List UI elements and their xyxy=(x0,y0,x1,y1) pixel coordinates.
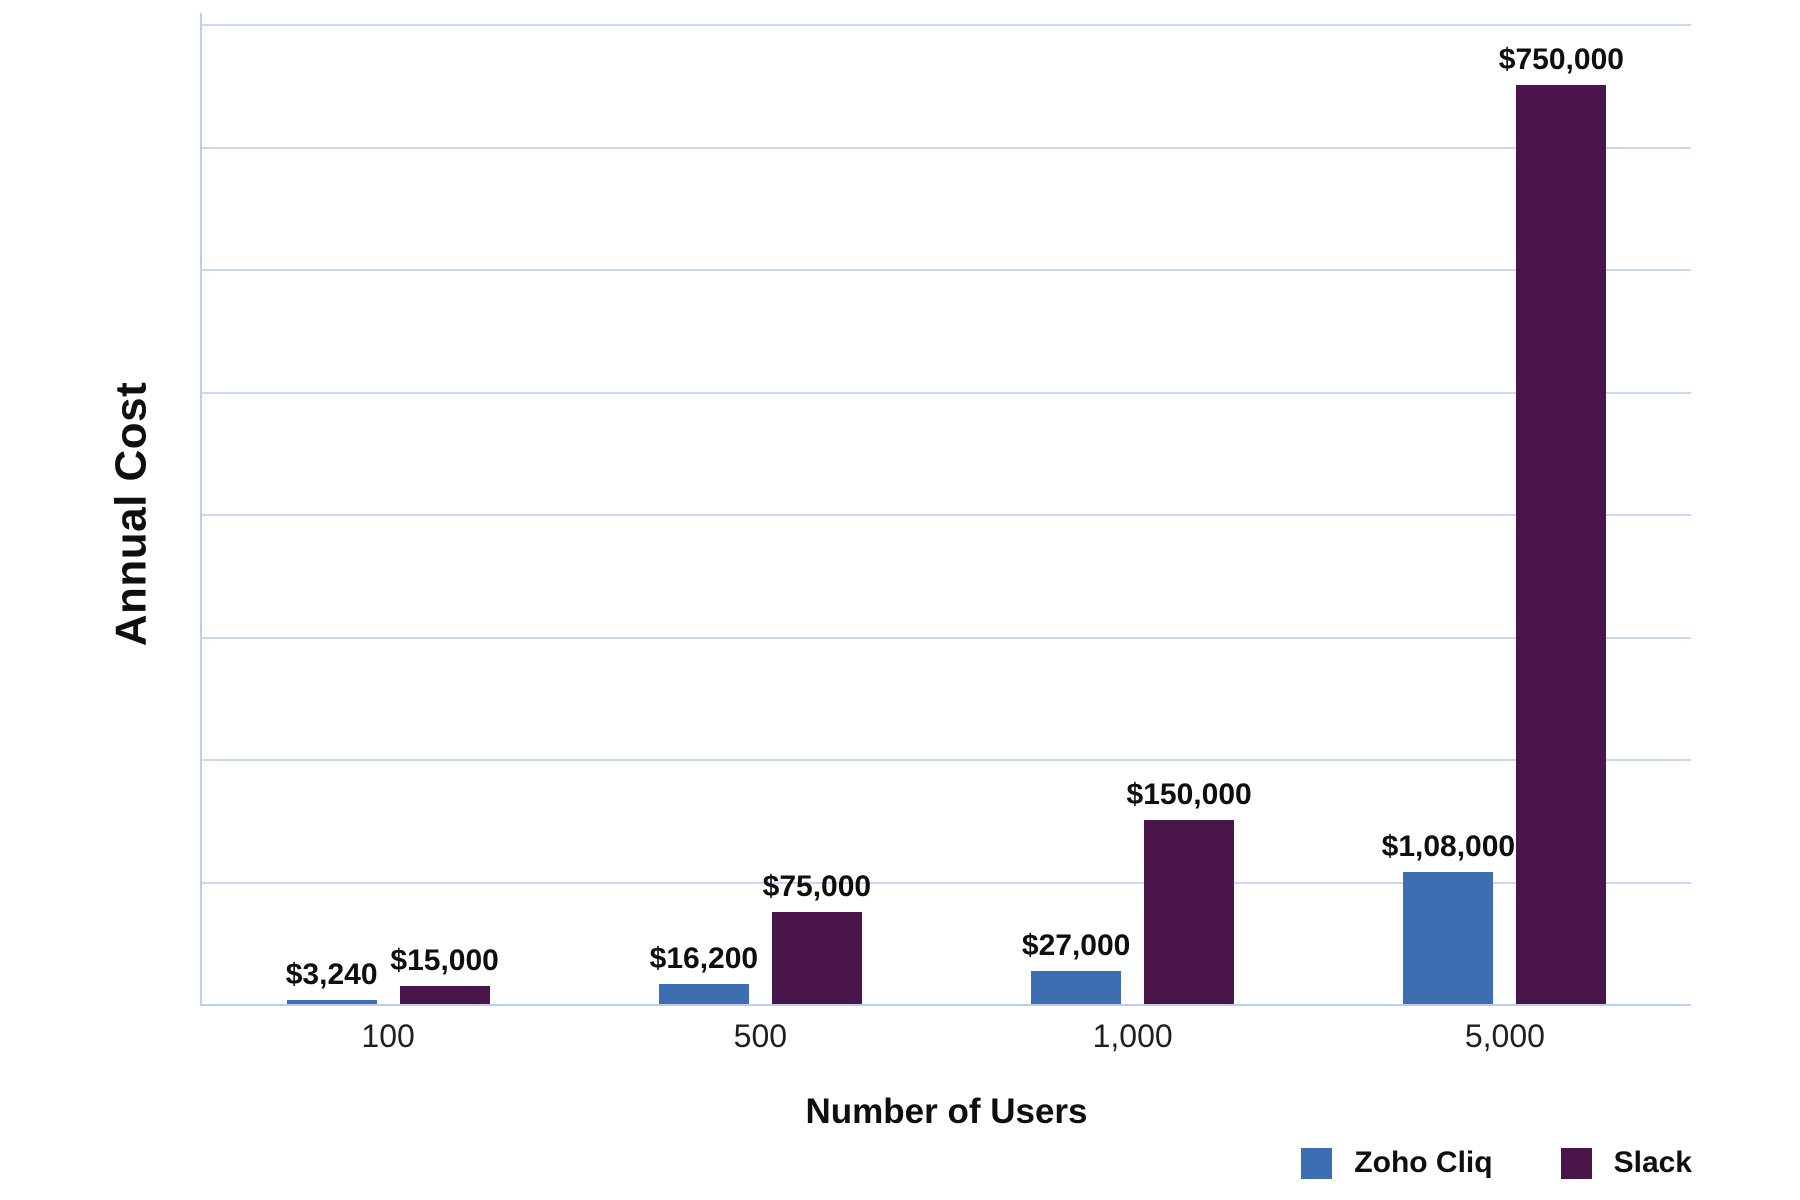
x-tick-label: 500 xyxy=(733,1018,788,1054)
bar-value-label: $750,000 xyxy=(1498,43,1624,77)
legend-swatch xyxy=(1301,1147,1333,1179)
bar-zoho-cliq-1000 xyxy=(1031,970,1122,1004)
bar-value-label: $3,240 xyxy=(285,958,378,992)
x-axis-line xyxy=(202,1004,1691,1006)
gridline xyxy=(202,514,1691,516)
y-axis-line xyxy=(200,13,202,1006)
legend-item-zoho-cliq: Zoho Cliq xyxy=(1301,1146,1493,1180)
bar-value-label: $75,000 xyxy=(762,870,872,904)
gridline xyxy=(202,146,1691,149)
legend-item-slack: Slack xyxy=(1560,1146,1692,1180)
gridline xyxy=(202,269,1691,271)
bar-zoho-cliq-500 xyxy=(658,984,749,1004)
legend: Zoho Cliq Slack xyxy=(1301,1146,1692,1180)
y-axis-title: Annual Cost xyxy=(96,24,166,1004)
legend-label: Zoho Cliq xyxy=(1354,1146,1493,1179)
x-tick-label: 100 xyxy=(361,1018,415,1054)
x-tick-label: 5,000 xyxy=(1464,1018,1545,1054)
bar-value-label: $15,000 xyxy=(390,943,499,977)
bar-slack-500 xyxy=(771,912,862,1004)
gridline xyxy=(202,881,1691,884)
gridline xyxy=(202,759,1691,761)
bar-value-label: $1,08,000 xyxy=(1381,829,1516,863)
bar-slack-1000 xyxy=(1144,820,1235,1004)
y-axis-title-text: Annual Cost xyxy=(106,381,156,647)
plot-area: $3,240 $15,000 $16,200 $75,000 $27,000 $150,0… xyxy=(202,24,1691,1006)
gridline xyxy=(202,391,1691,394)
bar-zoho-cliq-5000 xyxy=(1403,871,1494,1004)
bar-value-label: $150,000 xyxy=(1126,778,1252,812)
gridline xyxy=(202,24,1691,26)
legend-swatch xyxy=(1560,1147,1592,1179)
x-axis-title: Number of Users xyxy=(805,1092,1088,1131)
bar-value-label: $16,200 xyxy=(649,942,759,976)
legend-label: Slack xyxy=(1613,1146,1692,1179)
bar-slack-5000 xyxy=(1516,85,1607,1004)
x-tick-label: 1,000 xyxy=(1092,1018,1173,1054)
gridline xyxy=(202,636,1691,639)
bar-slack-100 xyxy=(399,985,490,1004)
bar-zoho-cliq-100 xyxy=(286,1000,377,1004)
bar-value-label: $27,000 xyxy=(1021,928,1131,962)
